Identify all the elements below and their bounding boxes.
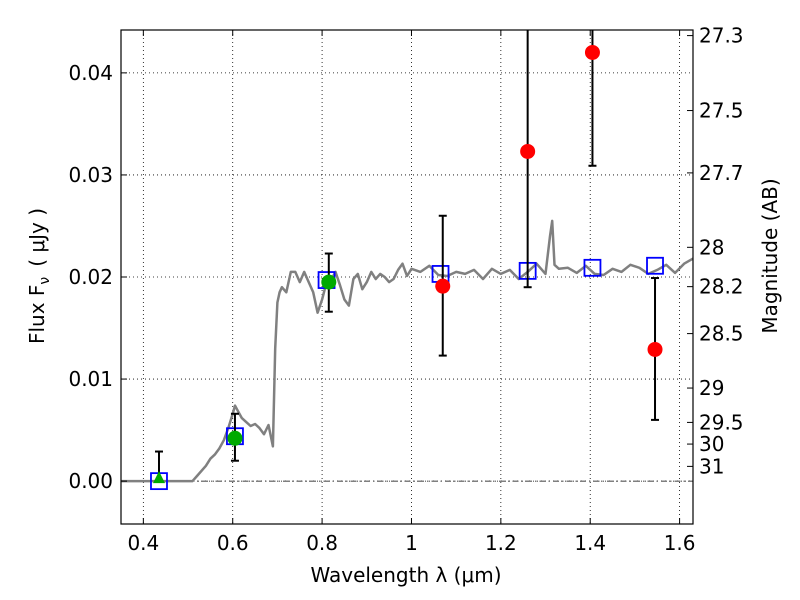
mag-tick-label: 27.7 [699, 161, 744, 185]
y-axis-label: Flux Fν ( μJy ) [25, 208, 53, 344]
observed-flux-red-point [520, 143, 536, 159]
observed-flux-red-point [647, 341, 663, 357]
y-tick-label: 0.04 [68, 61, 113, 85]
mag-tick-label: 30 [699, 432, 724, 456]
mag-tick-label: 31 [699, 454, 724, 478]
axis-ticks: 0.4 0.6 0.8 1 1.2 1.4 1.6 0.00 0.01 0.02 0.03 0.04 2… [68, 24, 743, 555]
model-flux-square [583, 258, 602, 277]
y-axis-label-main: Flux F [25, 285, 49, 344]
x-tick-label: 1.4 [574, 531, 606, 555]
observed-flux-green-point [321, 274, 337, 290]
mag-tick-label: 27.3 [699, 24, 744, 48]
y-axis-label-subscript: ν [37, 277, 53, 285]
y-tick-label: 0.00 [68, 469, 113, 493]
observed-flux-red-point [584, 44, 600, 60]
x-tick-label: 0.6 [217, 531, 249, 555]
x-tick-label: 0.4 [127, 531, 159, 555]
x-tick-label: 0.8 [306, 531, 338, 555]
model-spectrum-line [121, 219, 694, 483]
y2-axis-label: Magnitude (AB) [758, 178, 782, 333]
mag-tick-label: 29 [699, 376, 724, 400]
y-tick-label: 0.02 [68, 265, 113, 289]
observed-flux-layer [152, 30, 663, 484]
mag-tick-label: 28.5 [699, 322, 744, 346]
observed-flux-green-point [227, 430, 243, 446]
model-flux-square [646, 256, 664, 275]
mag-tick-label: 27.5 [699, 99, 744, 123]
x-tick-label: 1 [405, 531, 418, 555]
observed-flux-triangle [152, 471, 165, 484]
observed-flux-red-point [435, 278, 451, 294]
x-tick-label: 1.2 [485, 531, 517, 555]
model-spectrum-layer [121, 219, 694, 483]
x-axis-label: Wavelength λ (μm) [310, 563, 501, 587]
y-axis-label-unit: ( μJy ) [25, 208, 49, 267]
y-tick-label: 0.01 [68, 367, 113, 391]
x-tick-label: 1.6 [664, 531, 696, 555]
mag-tick-label: 28 [699, 235, 724, 259]
mag-tick-label: 28.2 [699, 275, 744, 299]
mag-tick-label: 29.5 [699, 410, 744, 434]
y-tick-label: 0.03 [68, 163, 113, 187]
